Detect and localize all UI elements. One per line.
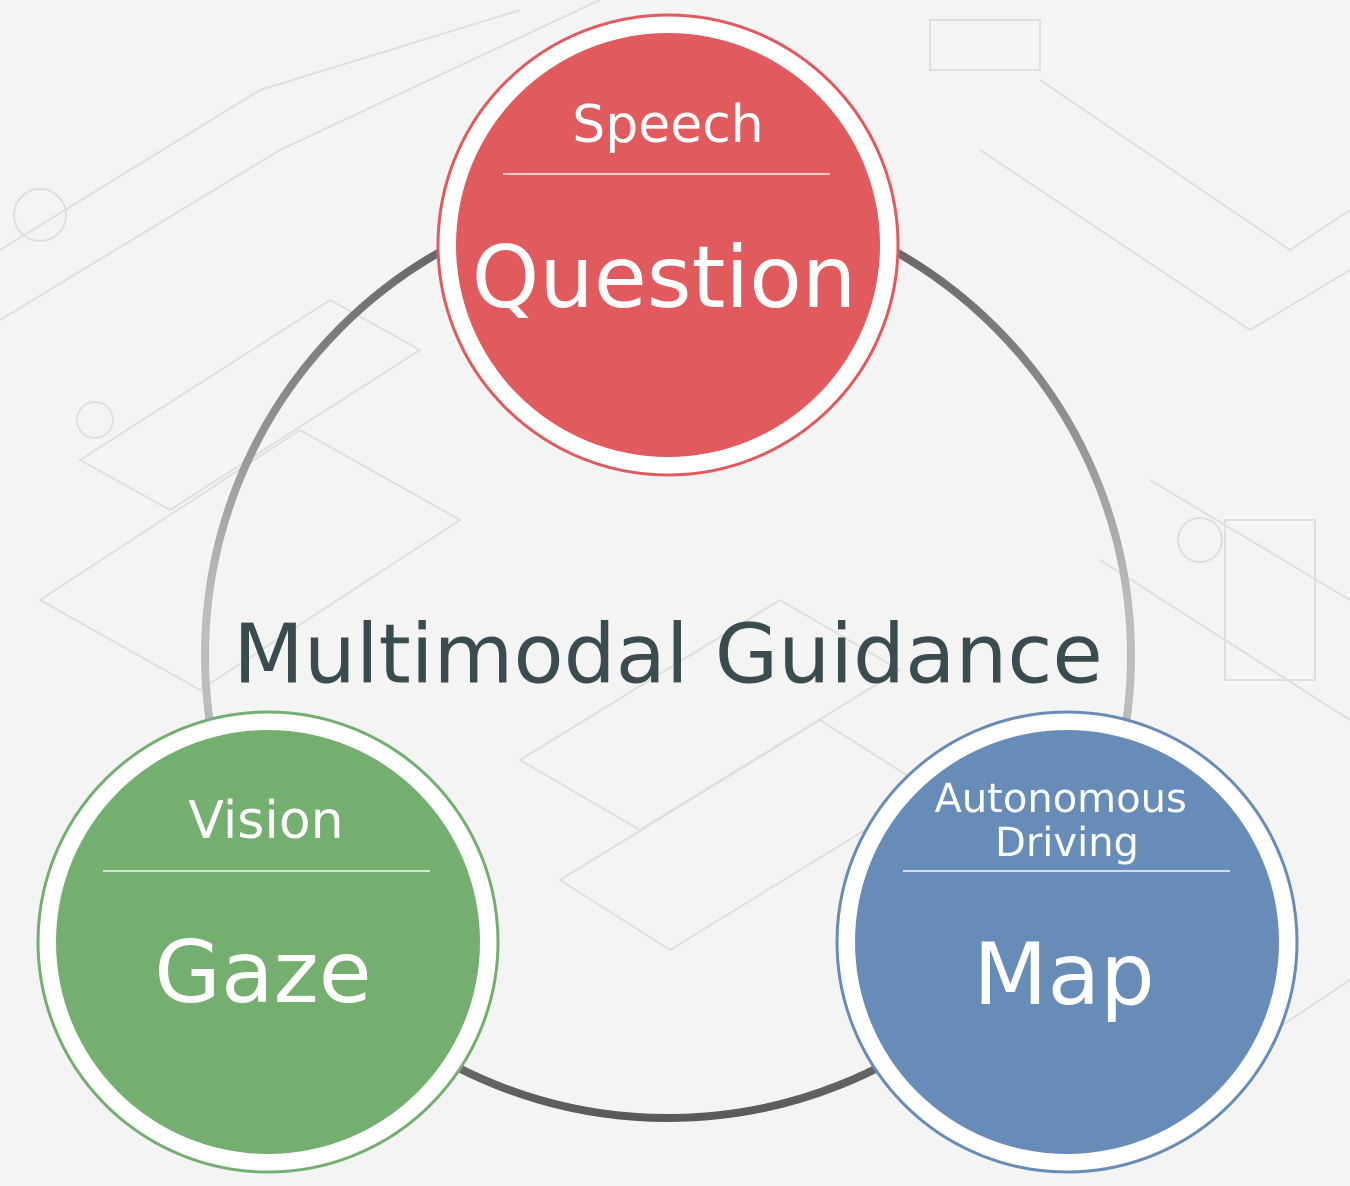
node-autonomous-driving-category-line-2: Driving [995,820,1139,866]
node-autonomous-driving-category-line-1: Autonomous [934,776,1186,822]
node-speech-disc [456,33,880,457]
node-vision: Vision Gaze [36,710,500,1174]
node-speech: Speech Question [436,13,900,477]
node-speech-label: Question [472,228,857,328]
node-vision-label: Gaze [154,923,371,1023]
center-label: Multimodal Guidance [233,608,1103,703]
node-autonomous-driving-disc [855,730,1279,1154]
node-speech-category: Speech [572,95,764,155]
node-vision-disc [56,730,480,1154]
node-autonomous-driving-label: Map [973,925,1155,1025]
node-vision-category: Vision [188,791,343,851]
node-autonomous-driving: Autonomous Driving Map [835,710,1299,1174]
node-autonomous-driving-category: Autonomous Driving [934,776,1199,866]
